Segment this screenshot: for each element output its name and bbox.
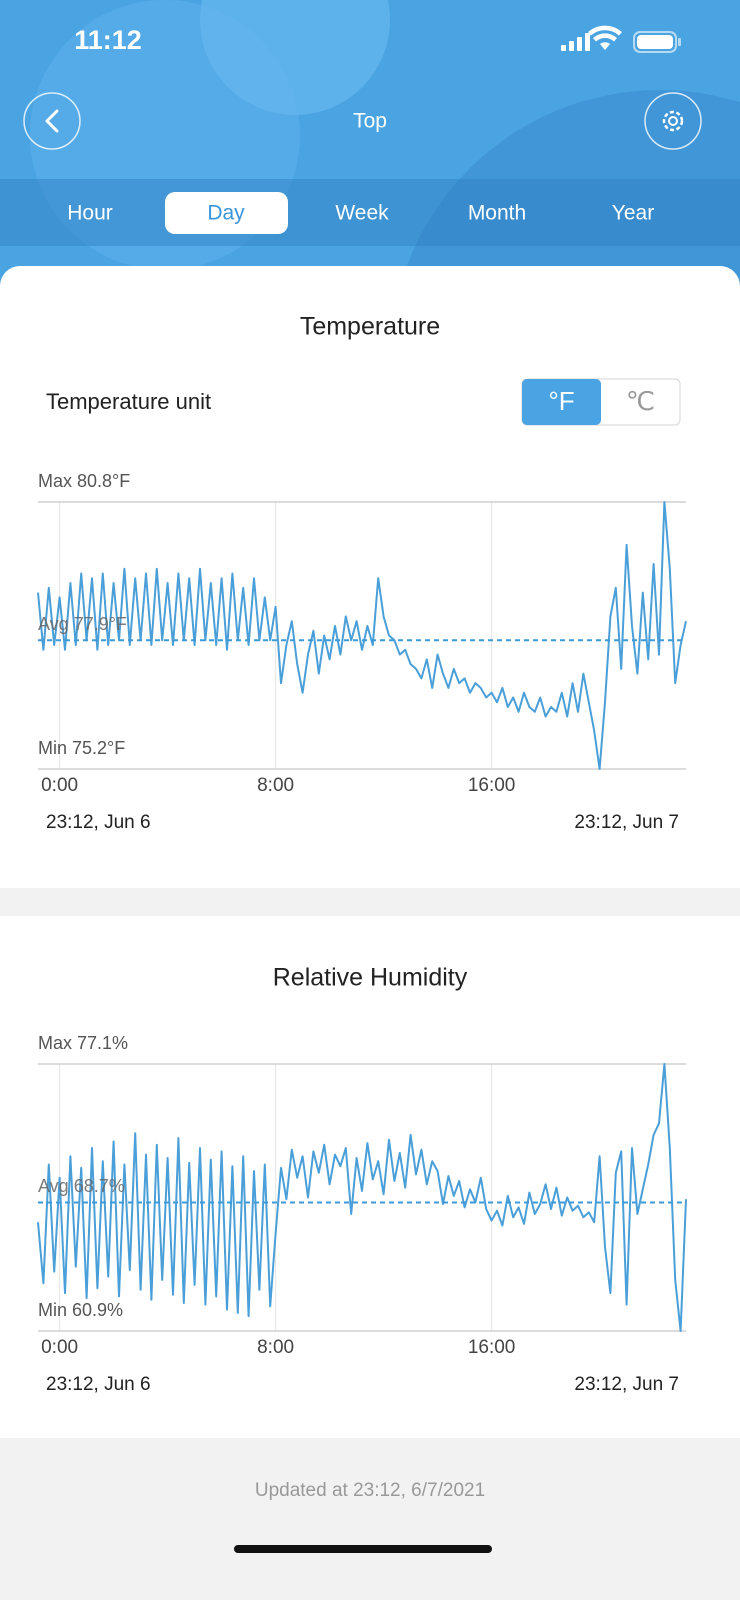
chart: Relative Humidity 0:00 8:00 16:00 Max 77.1% M… xyxy=(37,964,687,1395)
x-tick-label: 8:00 xyxy=(257,1337,294,1358)
status-icons xyxy=(561,25,681,53)
tab-highlight xyxy=(165,192,288,234)
tab-label: Year xyxy=(612,202,654,225)
x-tick-label: 16:00 xyxy=(468,1337,516,1358)
x-tick-label: 0:00 xyxy=(41,775,78,796)
chart: Temperature 0:00 8:00 16:00 Max 80.8°F Min 75… xyxy=(37,313,687,833)
temperature-card xyxy=(0,266,740,906)
data-line xyxy=(37,501,687,770)
back-button[interactable] xyxy=(23,92,81,150)
updated-text: Updated at 23:12, 6/7/2021 xyxy=(255,1480,485,1501)
unit-label: °F xyxy=(548,386,574,416)
tab[interactable]: Year xyxy=(612,202,654,225)
home-indicator xyxy=(234,1545,492,1553)
unit-selected xyxy=(522,379,601,425)
separator xyxy=(0,888,740,916)
x-tick-label: 8:00 xyxy=(257,775,294,796)
unit-option[interactable]: ℃ xyxy=(626,386,655,416)
status-time: 11:12 xyxy=(74,25,142,55)
tab-label: Month xyxy=(468,202,526,225)
tab-label: Day xyxy=(207,202,245,225)
unit-label: Temperature unit xyxy=(46,389,211,414)
range-start: 23:12, Jun 6 xyxy=(46,1374,151,1395)
tab-bar: Hour Day Week Month Year xyxy=(67,192,654,234)
chart-title: Relative Humidity xyxy=(273,964,468,992)
tab-label: Hour xyxy=(67,202,113,225)
tab[interactable]: Week xyxy=(335,202,389,225)
tab[interactable]: Day xyxy=(165,192,288,234)
average-label: Avg 68.7% xyxy=(38,1176,125,1196)
average-label: Avg 77.9°F xyxy=(38,614,127,634)
x-tick-label: 16:00 xyxy=(468,775,516,796)
range-end: 23:12, Jun 7 xyxy=(574,812,679,833)
unit-label: ℃ xyxy=(626,386,655,416)
data-line xyxy=(37,1063,687,1332)
y-tick-label: Min 60.9% xyxy=(38,1300,123,1320)
tab[interactable]: Hour xyxy=(67,202,113,225)
tab[interactable]: Month xyxy=(468,202,526,225)
y-tick-label: Max 77.1% xyxy=(38,1033,128,1053)
unit-toggle: °F ℃ xyxy=(521,378,681,426)
tab-label: Week xyxy=(335,202,389,225)
y-tick-label: Max 80.8°F xyxy=(38,471,130,491)
x-tick-label: 0:00 xyxy=(41,1337,78,1358)
settings-button[interactable] xyxy=(644,92,702,150)
y-tick-label: Min 75.2°F xyxy=(38,738,125,758)
range-start: 23:12, Jun 6 xyxy=(46,812,151,833)
unit-option[interactable]: °F xyxy=(522,379,601,425)
range-end: 23:12, Jun 7 xyxy=(574,1374,679,1395)
header-title: Top xyxy=(353,110,387,133)
chart-title: Temperature xyxy=(300,313,440,341)
charts: Temperature 0:00 8:00 16:00 Max 80.8°F Min 75… xyxy=(37,313,687,1395)
